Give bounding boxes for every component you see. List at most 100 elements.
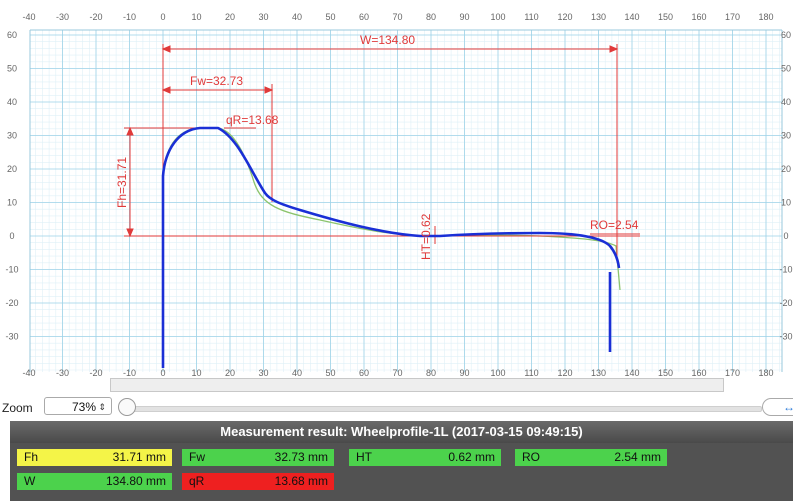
x-tick-label-bottom: 180: [758, 368, 773, 378]
x-tick-label-top: 40: [292, 12, 302, 22]
x-tick-label-bottom: -20: [89, 368, 102, 378]
x-tick-label-bottom: 40: [292, 368, 302, 378]
y-tick-label-right: 60: [781, 30, 791, 40]
ro-dimension-label: RO=2.54: [590, 218, 639, 232]
zoom-value: 73%: [72, 400, 97, 414]
result-w: W 134.80 mm: [17, 473, 172, 490]
ht-dimension-label: HT=0.62: [419, 213, 433, 260]
x-tick-label-top: 20: [225, 12, 235, 22]
x-tick-label-bottom: 20: [225, 368, 235, 378]
result-ht-value: 0.62 mm: [448, 450, 495, 464]
x-tick-label-top: 0: [160, 12, 165, 22]
x-tick-label-top: 170: [725, 12, 740, 22]
result-qr: qR 13.68 mm: [182, 473, 334, 490]
y-tick-label-right: 10: [781, 198, 791, 208]
y-tick-label-right: 50: [781, 64, 791, 74]
result-ro-name: RO: [522, 450, 540, 464]
profile-plot[interactable]: -40 -40 -30 -30 -20 -20 -10 -10 0 0 10 10 20 20 30 30 40…: [0, 0, 793, 380]
y-tick-label-left: 20: [7, 164, 17, 174]
x-tick-label-bottom: 160: [691, 368, 706, 378]
zoom-slider-thumb[interactable]: [118, 398, 136, 416]
fw-arrow-right: [264, 86, 274, 94]
measurement-result-panel: Measurement result: Wheelprofile-1L (201…: [10, 421, 793, 501]
y-tick-label-right: 20: [781, 164, 791, 174]
y-tick-label-right: 30: [781, 131, 791, 141]
x-tick-label-top: 140: [624, 12, 639, 22]
fw-dimension-label: Fw=32.73: [190, 74, 243, 88]
result-fw-name: Fw: [189, 450, 205, 464]
x-tick-label-bottom: 130: [591, 368, 606, 378]
fit-width-button[interactable]: ↔: [762, 398, 793, 416]
result-fh-value: 31.71 mm: [112, 450, 166, 464]
x-tick-label-bottom: 140: [624, 368, 639, 378]
x-tick-label-bottom: 30: [258, 368, 268, 378]
result-fw: Fw 32.73 mm: [182, 449, 334, 466]
y-tick-label-left: -10: [5, 265, 18, 275]
x-tick-label-bottom: 100: [490, 368, 505, 378]
x-tick-label-bottom: -10: [123, 368, 136, 378]
x-tick-label-bottom: 70: [392, 368, 402, 378]
x-tick-label-bottom: 10: [191, 368, 201, 378]
x-tick-label-top: 120: [557, 12, 572, 22]
x-tick-label-top: 100: [490, 12, 505, 22]
x-tick-label-top: -20: [89, 12, 102, 22]
x-tick-label-top: -10: [123, 12, 136, 22]
x-tick-label-top: 180: [758, 12, 773, 22]
result-ro-value: 2.54 mm: [614, 450, 661, 464]
x-tick-label-bottom: 80: [426, 368, 436, 378]
zoom-label: Zoom: [2, 401, 33, 415]
result-w-name: W: [24, 474, 36, 488]
y-tick-label-right: -10: [779, 265, 792, 275]
fw-arrow-left: [161, 86, 171, 94]
result-w-value: 134.80 mm: [105, 474, 166, 488]
x-tick-label-bottom: 0: [160, 368, 165, 378]
horizontal-scrollbar[interactable]: [110, 378, 724, 392]
x-tick-label-top: 10: [191, 12, 201, 22]
x-tick-label-top: -30: [56, 12, 69, 22]
x-tick-label-bottom: 60: [359, 368, 369, 378]
result-fh: Fh 31.71 mm: [17, 449, 172, 466]
y-tick-label-right: 0: [783, 231, 788, 241]
zoom-slider-track[interactable]: [122, 406, 762, 412]
y-tick-label-left: 0: [9, 231, 14, 241]
result-qr-name: qR: [189, 474, 205, 488]
y-tick-label-left: 10: [7, 198, 17, 208]
zoom-select[interactable]: 73% ⇕: [44, 397, 112, 415]
x-tick-label-top: 110: [524, 12, 538, 22]
result-ht-name: HT: [356, 450, 372, 464]
x-tick-label-top: 30: [258, 12, 268, 22]
w-arrow-left: [161, 45, 171, 53]
fit-width-icon: ↔: [783, 400, 793, 414]
x-tick-label-top: 160: [691, 12, 706, 22]
x-tick-label-top: 70: [392, 12, 402, 22]
measurement-result-title: Measurement result: Wheelprofile-1L (201…: [10, 421, 793, 443]
fh-dimension-label: Fh=31.71: [115, 157, 129, 208]
fh-arrow-bottom: [126, 228, 134, 238]
x-tick-label-bottom: -40: [22, 368, 35, 378]
x-tick-label-bottom: 90: [459, 368, 469, 378]
y-tick-label-left: 30: [7, 131, 17, 141]
y-tick-label-left: 50: [7, 64, 17, 74]
x-tick-label-bottom: 50: [325, 368, 335, 378]
x-tick-label-bottom: -30: [56, 368, 69, 378]
result-ro: RO 2.54 mm: [515, 449, 667, 466]
y-tick-label-right: -30: [779, 332, 792, 342]
qr-dimension-label: qR=13.68: [226, 113, 279, 127]
stepper-arrows-icon: ⇕: [98, 402, 106, 412]
result-ht: HT 0.62 mm: [349, 449, 501, 466]
w-dimension-label: W=134.80: [360, 33, 415, 47]
x-tick-label-top: 150: [658, 12, 673, 22]
y-tick-label-left: -30: [5, 332, 18, 342]
y-tick-label-left: -20: [5, 298, 18, 308]
zoom-toolbar: Zoom 73% ⇕ ↔: [0, 394, 793, 422]
y-tick-label-right: 40: [781, 97, 791, 107]
x-tick-label-bottom: 110: [524, 368, 538, 378]
x-tick-label-top: 50: [325, 12, 335, 22]
x-tick-label-top: 60: [359, 12, 369, 22]
x-tick-label-bottom: 120: [557, 368, 572, 378]
y-tick-label-left: 40: [7, 97, 17, 107]
fh-arrow-top: [126, 126, 134, 136]
y-tick-label-right: -20: [779, 298, 792, 308]
x-tick-label-top: -40: [22, 12, 35, 22]
